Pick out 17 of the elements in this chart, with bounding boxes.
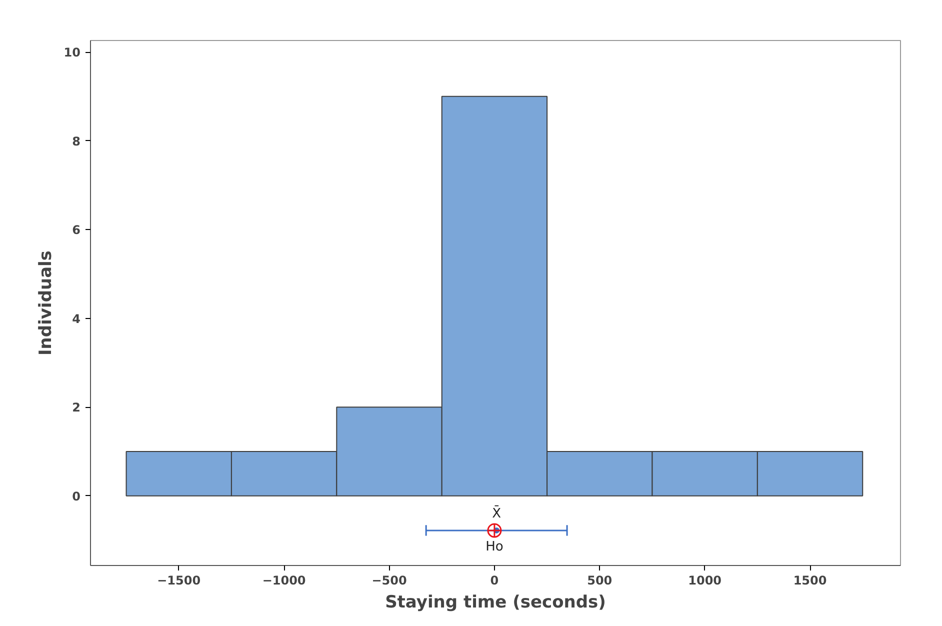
- annotation: Ho: [486, 539, 504, 554]
- y-tick-label: 10: [64, 46, 81, 60]
- y-tick-label: 8: [72, 134, 81, 148]
- y-tick-label: 2: [72, 400, 81, 415]
- x-tick-label: −500: [372, 574, 407, 588]
- x-tick-label: 1000: [688, 574, 722, 588]
- y-axis-title: Individuals: [36, 250, 56, 356]
- y-tick-label: 6: [72, 223, 81, 238]
- y-tick-label: 0: [72, 489, 81, 504]
- x-tick-label: 0: [490, 574, 499, 588]
- x-tick-label: 1500: [793, 574, 827, 588]
- annotation: X̄: [492, 505, 502, 522]
- x-tick-label: 500: [587, 574, 612, 588]
- y-tick-label: 4: [72, 312, 81, 326]
- x-axis-title: Staying time (seconds): [385, 592, 606, 612]
- x-tick-label: −1500: [157, 574, 201, 588]
- x-tick-label: −1000: [262, 574, 306, 588]
